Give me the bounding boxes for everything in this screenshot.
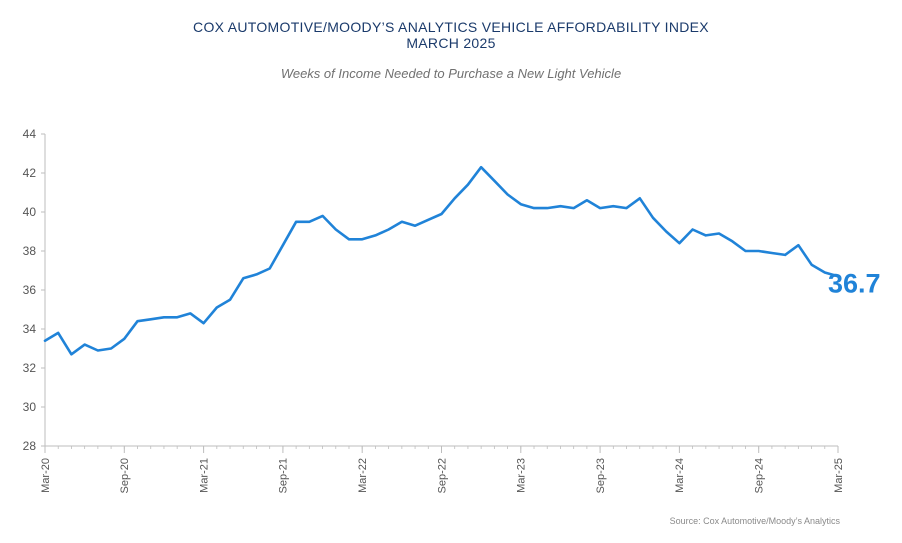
x-tick-label: Mar-22 [357, 458, 369, 493]
x-tick-label: Sep-23 [595, 458, 607, 493]
y-tick-label: 38 [23, 244, 37, 258]
y-tick-label: 40 [23, 205, 37, 219]
y-tick-label: 34 [23, 322, 37, 336]
y-tick-label: 32 [23, 361, 37, 375]
x-tick-label: Sep-20 [119, 458, 131, 493]
x-tick-label: Mar-25 [833, 458, 845, 493]
y-tick-label: 30 [23, 400, 37, 414]
end-value-label: 36.7 [828, 268, 881, 298]
x-tick-label: Sep-24 [754, 458, 766, 493]
x-axis: Mar-20 Sep-20 Mar-21 Sep-21 Mar-22 Sep-22 Mar-… [40, 445, 845, 493]
y-axis: 28 30 32 34 36 38 40 42 44 [23, 127, 46, 453]
y-tick-label: 36 [23, 283, 37, 297]
chart-title-date: MARCH 2025 [406, 35, 496, 51]
x-tick-label: Mar-23 [516, 458, 528, 493]
series-group [43, 165, 840, 356]
y-tick-label: 42 [23, 166, 37, 180]
y-tick-label: 44 [23, 127, 37, 141]
chart-subtitle: Weeks of Income Needed to Purchase a New… [280, 66, 622, 81]
x-tick-label: Sep-21 [278, 458, 290, 493]
y-tick-label: 28 [23, 439, 37, 453]
x-tick-label: Mar-24 [674, 458, 686, 493]
x-tick-label: Mar-20 [40, 458, 52, 493]
chart-title: COX AUTOMOTIVE/MOODY’S ANALYTICS VEHICLE… [193, 19, 709, 35]
series-line-affordability [43, 165, 840, 356]
x-tick-label: Sep-22 [436, 458, 448, 493]
source-note: Source: Cox Automotive/Moody’s Analytics [669, 516, 840, 526]
x-tick-label: Mar-21 [198, 458, 210, 493]
